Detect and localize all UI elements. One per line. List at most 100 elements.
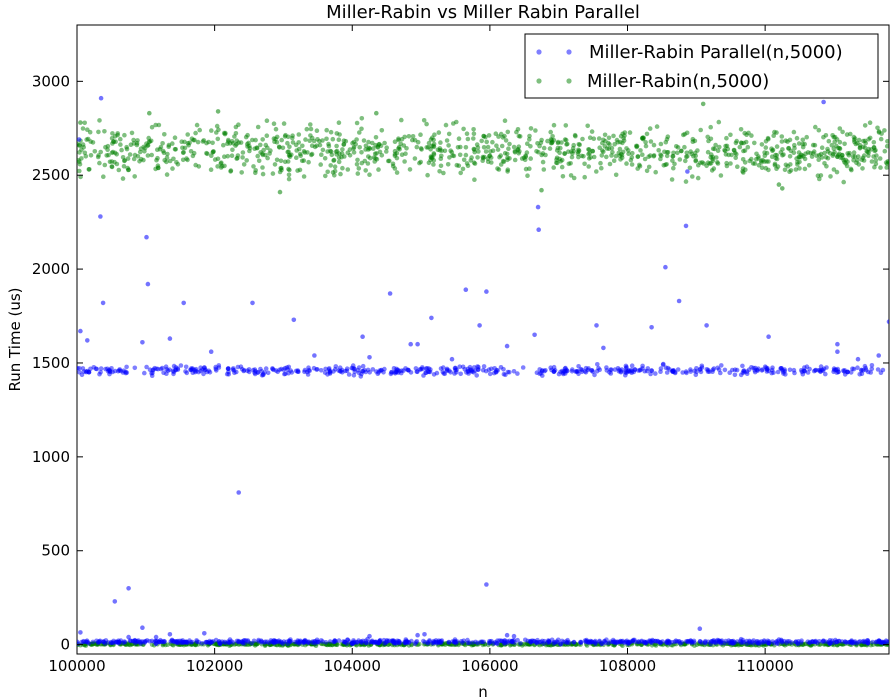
data-point xyxy=(579,369,585,375)
data-point xyxy=(637,162,642,168)
data-point xyxy=(607,161,613,167)
data-point xyxy=(651,153,657,158)
data-point xyxy=(601,345,606,351)
data-point xyxy=(328,163,334,168)
data-point xyxy=(452,639,457,645)
data-point xyxy=(323,366,328,372)
data-point xyxy=(500,158,506,164)
data-point xyxy=(97,118,102,123)
data-point xyxy=(629,162,635,167)
data-point xyxy=(351,373,357,378)
data-point xyxy=(813,124,818,130)
data-point xyxy=(663,365,669,371)
data-point xyxy=(797,166,802,171)
data-point xyxy=(493,369,499,375)
data-point xyxy=(677,157,683,162)
data-point xyxy=(675,145,681,150)
data-point xyxy=(286,364,292,370)
data-point xyxy=(722,367,728,373)
data-point xyxy=(412,156,418,161)
data-point xyxy=(519,156,525,161)
data-point xyxy=(126,634,131,640)
data-point xyxy=(809,154,815,159)
data-point xyxy=(826,639,831,645)
data-point xyxy=(760,367,765,372)
data-point xyxy=(401,143,407,148)
data-point xyxy=(374,110,379,116)
data-point xyxy=(219,160,224,165)
data-point xyxy=(379,128,385,133)
data-point xyxy=(128,638,133,644)
data-point xyxy=(336,368,341,373)
data-point xyxy=(384,149,389,154)
data-point xyxy=(749,365,754,370)
data-point xyxy=(763,145,769,150)
data-point xyxy=(749,156,754,162)
data-point xyxy=(772,161,778,167)
data-point xyxy=(729,152,734,158)
data-point xyxy=(377,149,383,155)
data-point xyxy=(98,95,104,101)
data-point xyxy=(354,120,360,126)
data-point xyxy=(193,366,199,372)
data-point xyxy=(431,640,436,645)
data-point xyxy=(814,153,819,158)
data-point xyxy=(425,172,430,178)
data-point xyxy=(534,149,539,154)
data-point xyxy=(597,145,602,150)
data-point xyxy=(300,143,305,149)
data-point xyxy=(684,370,689,376)
data-point xyxy=(606,135,612,141)
data-point xyxy=(446,131,452,137)
data-point xyxy=(302,639,308,645)
data-point xyxy=(840,129,845,135)
data-point xyxy=(109,164,115,169)
data-point xyxy=(857,639,863,644)
data-point xyxy=(528,144,533,149)
data-point xyxy=(431,137,436,143)
data-point xyxy=(448,370,453,375)
data-point xyxy=(304,126,310,132)
data-point xyxy=(465,136,471,142)
data-point xyxy=(332,164,338,169)
data-point xyxy=(149,152,154,158)
data-point xyxy=(149,373,155,379)
data-point xyxy=(774,130,779,135)
data-point xyxy=(533,128,538,133)
data-point xyxy=(593,638,598,644)
data-point xyxy=(102,129,107,134)
data-point xyxy=(105,147,110,152)
data-point xyxy=(617,146,623,152)
data-point xyxy=(618,151,624,157)
data-point xyxy=(558,145,563,151)
data-point xyxy=(147,639,152,644)
data-point xyxy=(658,152,663,157)
data-point xyxy=(277,169,283,175)
data-point xyxy=(710,146,716,151)
data-point xyxy=(540,151,546,156)
data-point xyxy=(482,154,487,160)
data-point xyxy=(403,151,408,156)
data-point xyxy=(88,139,93,144)
data-point xyxy=(479,138,485,144)
data-point xyxy=(407,167,413,172)
data-point xyxy=(349,641,355,647)
data-point xyxy=(171,363,177,369)
data-point xyxy=(194,122,200,128)
data-point xyxy=(132,174,137,179)
data-point xyxy=(828,174,833,179)
data-point xyxy=(126,167,131,173)
data-point xyxy=(217,639,222,644)
data-point xyxy=(682,144,687,150)
data-point xyxy=(227,639,233,645)
data-point xyxy=(443,122,449,128)
data-point xyxy=(259,369,265,374)
tick-label: 1000 xyxy=(32,448,70,466)
data-point xyxy=(360,363,366,369)
data-point xyxy=(162,158,167,163)
data-point xyxy=(785,139,790,144)
data-point xyxy=(209,128,214,133)
data-point xyxy=(763,365,769,371)
data-point xyxy=(884,165,889,170)
data-point xyxy=(324,136,329,142)
